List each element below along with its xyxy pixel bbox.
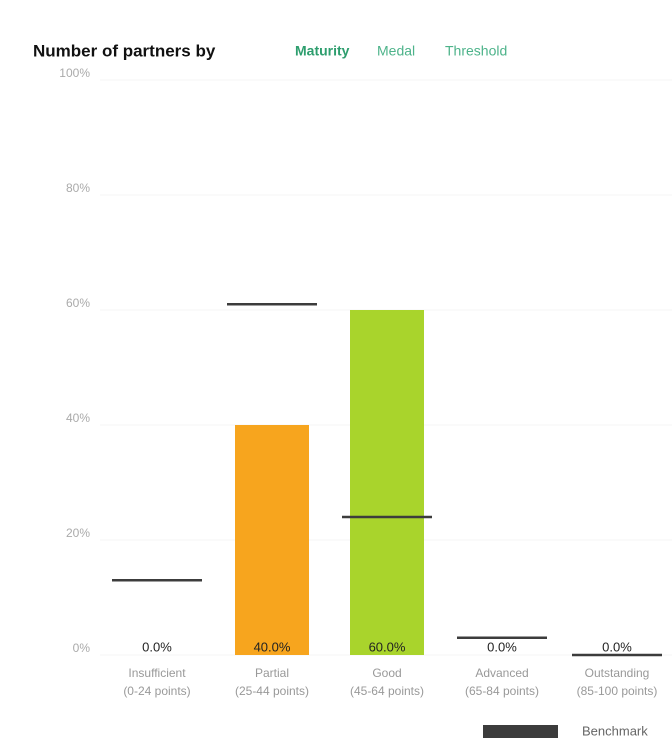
value-label: 0.0%: [487, 639, 517, 654]
chart-title: Number of partners by: [33, 41, 216, 60]
y-tick-label: 80%: [66, 181, 90, 195]
bar: [350, 310, 424, 655]
x-tick-range: (45-64 points): [350, 684, 424, 698]
x-tick-label: Advanced: [475, 666, 528, 680]
x-tick-label: Outstanding: [585, 666, 650, 680]
legend-label: Benchmark: [582, 723, 648, 738]
tab[interactable]: Medal: [377, 43, 415, 59]
x-tick-range: (85-100 points): [577, 684, 658, 698]
x-tick-range: (0-24 points): [123, 684, 190, 698]
x-tick-range: (65-84 points): [465, 684, 539, 698]
y-tick-label: 0%: [73, 641, 91, 655]
x-tick-label: Good: [372, 666, 401, 680]
value-label: 40.0%: [254, 639, 291, 654]
legend-swatch: [483, 725, 558, 738]
tab[interactable]: Maturity: [295, 43, 350, 59]
y-tick-label: 60%: [66, 296, 90, 310]
y-tick-label: 20%: [66, 526, 90, 540]
x-tick-range: (25-44 points): [235, 684, 309, 698]
tab[interactable]: Threshold: [445, 43, 507, 59]
y-tick-label: 40%: [66, 411, 90, 425]
value-label: 60.0%: [369, 639, 406, 654]
value-label: 0.0%: [142, 639, 172, 654]
x-tick-label: Insufficient: [128, 666, 186, 680]
tab-bar: Maturity Medal Threshold: [295, 43, 507, 59]
value-label: 0.0%: [602, 639, 632, 654]
x-tick-label: Partial: [255, 666, 289, 680]
bar: [235, 425, 309, 655]
y-tick-label: 100%: [59, 66, 90, 80]
